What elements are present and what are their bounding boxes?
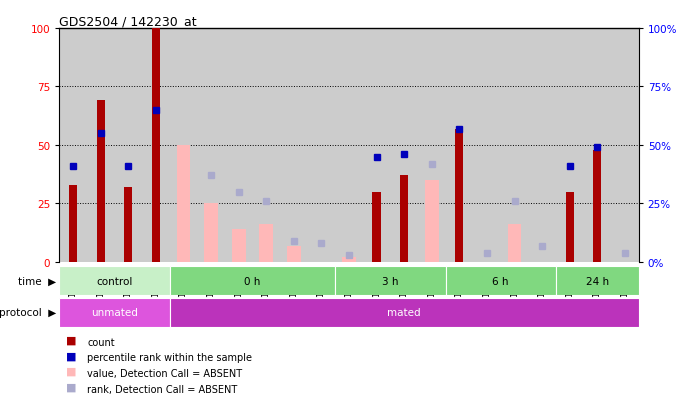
Bar bbox=[445, 29, 473, 262]
Text: GDS2504 / 142230_at: GDS2504 / 142230_at bbox=[59, 15, 197, 28]
Bar bbox=[232, 230, 246, 262]
Text: mated: mated bbox=[387, 308, 421, 318]
Bar bbox=[418, 29, 445, 262]
Text: 6 h: 6 h bbox=[493, 276, 509, 286]
Text: ■: ■ bbox=[66, 335, 77, 345]
Bar bbox=[373, 192, 380, 262]
Bar bbox=[363, 29, 390, 262]
Bar bbox=[455, 129, 463, 262]
Bar bbox=[198, 29, 225, 262]
Text: percentile rank within the sample: percentile rank within the sample bbox=[87, 353, 252, 363]
Bar bbox=[308, 29, 335, 262]
Bar bbox=[335, 266, 445, 295]
Text: unmated: unmated bbox=[91, 308, 138, 318]
Text: control: control bbox=[96, 276, 133, 286]
Bar bbox=[124, 188, 133, 262]
Text: protocol  ▶: protocol ▶ bbox=[0, 308, 56, 318]
Bar bbox=[59, 29, 87, 262]
Text: 24 h: 24 h bbox=[586, 276, 609, 286]
Text: rank, Detection Call = ABSENT: rank, Detection Call = ABSENT bbox=[87, 384, 237, 394]
Text: time  ▶: time ▶ bbox=[17, 276, 56, 286]
Bar bbox=[177, 145, 191, 262]
Bar bbox=[225, 29, 253, 262]
Bar bbox=[287, 246, 301, 262]
Bar bbox=[342, 258, 356, 262]
Bar bbox=[611, 29, 639, 262]
Bar bbox=[500, 29, 528, 262]
Bar bbox=[425, 180, 438, 262]
Bar bbox=[400, 176, 408, 262]
Bar bbox=[528, 29, 556, 262]
Bar bbox=[142, 29, 170, 262]
Bar bbox=[96, 101, 105, 262]
Bar bbox=[69, 185, 77, 262]
Text: 3 h: 3 h bbox=[382, 276, 399, 286]
Bar bbox=[151, 29, 160, 262]
Bar bbox=[556, 266, 639, 295]
Bar bbox=[260, 225, 273, 262]
Bar bbox=[59, 298, 170, 327]
Bar bbox=[205, 204, 218, 262]
Text: ■: ■ bbox=[66, 351, 77, 361]
Bar bbox=[473, 29, 500, 262]
Bar bbox=[253, 29, 280, 262]
Bar bbox=[584, 29, 611, 262]
Bar bbox=[335, 29, 363, 262]
Bar bbox=[114, 29, 142, 262]
Bar bbox=[593, 150, 602, 262]
Bar bbox=[280, 29, 308, 262]
Bar bbox=[565, 192, 574, 262]
Bar bbox=[59, 266, 170, 295]
Bar bbox=[87, 29, 114, 262]
Bar bbox=[170, 298, 639, 327]
Text: ■: ■ bbox=[66, 382, 77, 392]
Bar bbox=[170, 29, 198, 262]
Text: count: count bbox=[87, 337, 115, 347]
Text: 0 h: 0 h bbox=[244, 276, 260, 286]
Bar bbox=[445, 266, 556, 295]
Bar bbox=[556, 29, 584, 262]
Bar bbox=[170, 266, 335, 295]
Text: value, Detection Call = ABSENT: value, Detection Call = ABSENT bbox=[87, 368, 242, 378]
Text: ■: ■ bbox=[66, 366, 77, 376]
Bar bbox=[507, 225, 521, 262]
Bar bbox=[390, 29, 418, 262]
